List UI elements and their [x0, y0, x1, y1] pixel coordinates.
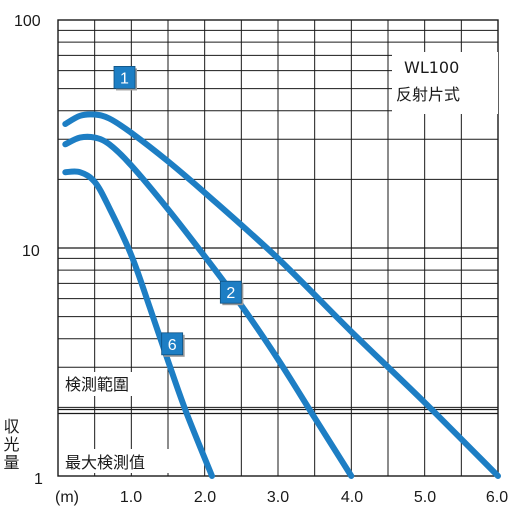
x-unit-label: (m): [55, 489, 79, 506]
series-badge-1: 1: [113, 66, 137, 91]
x-tick-label-6: 6.0: [486, 489, 508, 506]
max-label-bg: [61, 449, 181, 473]
series-badge-label: 1: [120, 70, 129, 87]
y-tick-label-1: 1: [34, 471, 43, 488]
x-tick-label-3: 3.0: [267, 489, 289, 506]
series-badge-6: 6: [161, 332, 185, 357]
series-badges: 1 2 6: [113, 66, 244, 357]
x-tick-label-4: 4.0: [341, 489, 363, 506]
y-tick-label-100: 100: [14, 13, 41, 30]
series-line-1: [62, 111, 501, 479]
y-axis-label: 収光量: [1, 418, 20, 472]
series-layer: [62, 111, 501, 479]
x-tick-label-2: 2.0: [194, 489, 216, 506]
series-badge-2: 2: [219, 280, 244, 306]
series-badge-label: 6: [168, 337, 177, 354]
series-line-2: [62, 133, 355, 479]
series-badge-label: 2: [226, 285, 235, 302]
annotation-type-label: 反射片式: [396, 85, 460, 104]
y-tick-label-10: 10: [22, 243, 40, 260]
series-badge-box: [161, 332, 184, 356]
series-line-6: [62, 168, 215, 479]
series-badge-box: [113, 66, 136, 89]
x-tick-label-5: 5.0: [414, 489, 436, 506]
series-badge-box: [219, 280, 242, 304]
x-tick-label-1: 1.0: [120, 489, 142, 506]
range-label-bg: [61, 372, 164, 396]
annotation-product: WL100: [404, 58, 459, 77]
range-label: 検測範圍: [65, 375, 129, 394]
annotation-box: [392, 52, 498, 114]
plot-frame: [57, 19, 499, 477]
max-label: 最大検測值: [65, 453, 145, 472]
